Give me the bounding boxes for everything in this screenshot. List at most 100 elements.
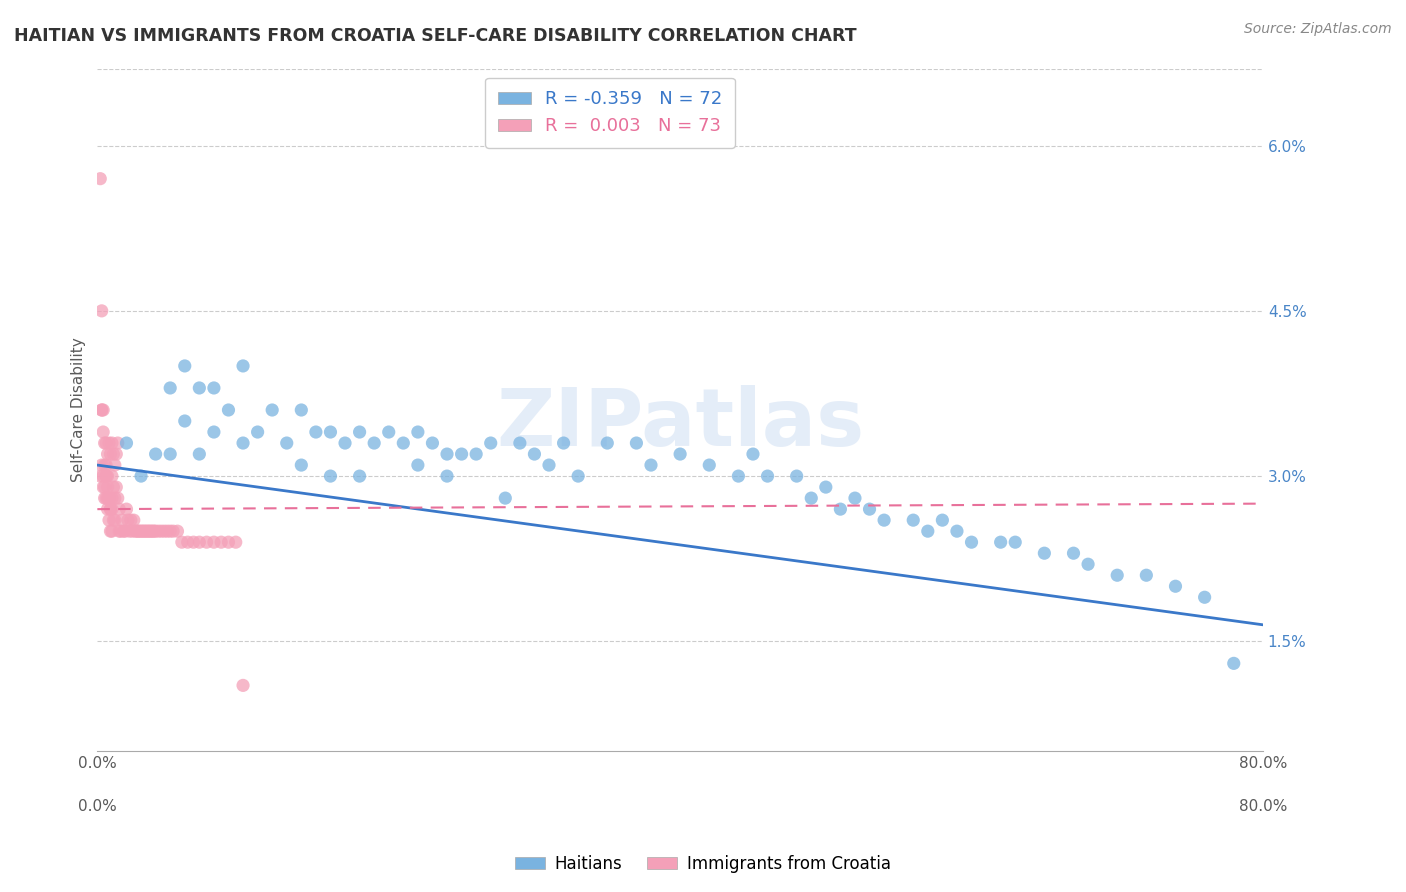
Point <box>122 513 145 527</box>
Point <box>786 469 808 483</box>
Point <box>91 469 114 483</box>
Point <box>640 458 662 472</box>
Point <box>990 535 1012 549</box>
Point <box>319 425 342 439</box>
Text: 0.0%: 0.0% <box>77 799 117 814</box>
Point <box>1033 546 1056 560</box>
Point <box>145 524 167 538</box>
Point <box>225 535 247 549</box>
Point <box>138 524 160 538</box>
Point <box>129 524 152 538</box>
Point <box>159 524 181 538</box>
Point <box>494 491 516 505</box>
Point <box>377 425 399 439</box>
Point <box>202 381 225 395</box>
Point <box>1077 558 1099 572</box>
Point <box>697 458 720 472</box>
Point <box>104 491 127 505</box>
Point <box>246 425 269 439</box>
Point <box>363 436 385 450</box>
Point <box>101 502 124 516</box>
Point <box>91 480 114 494</box>
Point <box>830 502 852 516</box>
Point <box>110 524 132 538</box>
Point <box>139 524 162 538</box>
Point <box>188 535 211 549</box>
Point <box>290 403 312 417</box>
Point <box>101 436 124 450</box>
Text: Source: ZipAtlas.com: Source: ZipAtlas.com <box>1244 22 1392 37</box>
Point <box>100 502 122 516</box>
Point <box>960 535 983 549</box>
Point <box>1107 568 1129 582</box>
Point <box>727 469 749 483</box>
Point <box>150 524 173 538</box>
Point <box>166 524 188 538</box>
Point <box>121 524 143 538</box>
Point <box>104 458 127 472</box>
Point <box>844 491 866 505</box>
Point <box>91 403 114 417</box>
Point <box>142 524 165 538</box>
Point <box>1194 591 1216 605</box>
Point <box>94 491 117 505</box>
Point <box>96 469 118 483</box>
Point <box>118 524 141 538</box>
Point <box>112 524 135 538</box>
Point <box>406 425 429 439</box>
Point <box>333 436 356 450</box>
Point <box>742 447 765 461</box>
Point <box>153 524 176 538</box>
Point <box>94 469 117 483</box>
Point <box>276 436 298 450</box>
Point <box>553 436 575 450</box>
Point <box>94 436 117 450</box>
Point <box>111 513 134 527</box>
Point <box>1063 546 1085 560</box>
Point <box>131 524 153 538</box>
Point <box>232 678 254 692</box>
Point <box>523 447 546 461</box>
Point <box>103 447 125 461</box>
Point <box>115 502 138 516</box>
Point <box>98 513 121 527</box>
Point <box>148 524 170 538</box>
Point <box>170 535 193 549</box>
Point <box>156 524 179 538</box>
Point <box>93 491 115 505</box>
Point <box>626 436 648 450</box>
Point <box>406 458 429 472</box>
Point <box>90 403 112 417</box>
Point <box>90 458 112 472</box>
Point <box>105 480 128 494</box>
Point <box>202 425 225 439</box>
Y-axis label: Self-Care Disability: Self-Care Disability <box>72 338 86 483</box>
Point <box>209 535 232 549</box>
Point <box>1164 579 1187 593</box>
Point <box>669 447 692 461</box>
Point <box>108 502 131 516</box>
Point <box>105 447 128 461</box>
Point <box>814 480 837 494</box>
Point <box>91 425 114 439</box>
Point <box>596 436 619 450</box>
Point <box>90 303 112 318</box>
Point <box>422 436 444 450</box>
Point <box>188 447 211 461</box>
Point <box>103 480 125 494</box>
Point <box>94 469 117 483</box>
Point <box>129 469 152 483</box>
Point <box>290 458 312 472</box>
Point <box>917 524 939 538</box>
Point <box>132 524 155 538</box>
Point <box>1004 535 1026 549</box>
Point <box>98 436 121 450</box>
Point <box>756 469 779 483</box>
Point <box>262 403 284 417</box>
Point <box>125 524 148 538</box>
Point <box>509 436 531 450</box>
Point <box>1135 568 1157 582</box>
Point <box>135 524 157 538</box>
Point <box>114 524 136 538</box>
Point <box>931 513 953 527</box>
